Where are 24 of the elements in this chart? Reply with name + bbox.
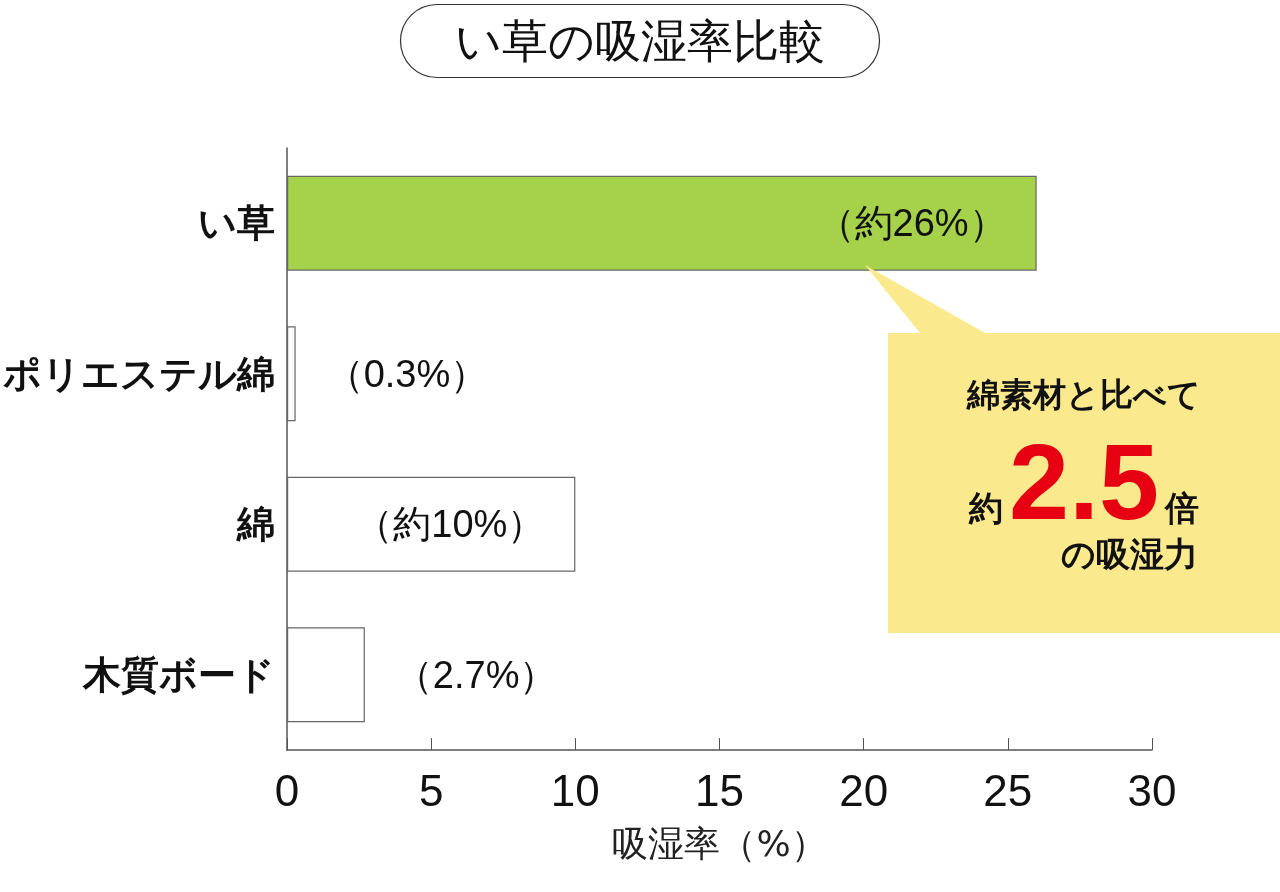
bar xyxy=(287,326,296,422)
text: 倍 xyxy=(1165,488,1200,528)
y-tick-label: 木質ボード xyxy=(82,653,275,696)
y-tick-label: 綿 xyxy=(236,503,275,546)
x-tick-label: 5 xyxy=(418,765,444,815)
bar xyxy=(287,476,576,572)
bar xyxy=(287,175,1037,271)
data-label: （約26%） xyxy=(816,202,1007,245)
bar xyxy=(287,627,365,723)
x-tick-label: 15 xyxy=(695,765,744,815)
chart-title: い草の吸湿率比較 xyxy=(455,15,825,67)
data-label: （2.7%） xyxy=(394,653,558,696)
x-tick-label: 20 xyxy=(839,765,889,815)
data-label: （0.3%） xyxy=(325,352,489,395)
x-tick-label: 30 xyxy=(1127,765,1177,815)
x-tick-label: 10 xyxy=(550,765,600,815)
annotation: 綿素材と比べて xyxy=(965,374,1202,416)
y-tick-label: ポリエステル綿 xyxy=(3,352,275,395)
y-tick-label: い草 xyxy=(198,202,275,245)
annotation: 約 xyxy=(968,488,1003,528)
x-tick-label: 25 xyxy=(983,765,1033,815)
x-axis-title: 吸湿率（%） xyxy=(612,822,827,864)
x-tick-label: 0 xyxy=(274,765,300,815)
data-label: （約10%） xyxy=(355,503,546,546)
